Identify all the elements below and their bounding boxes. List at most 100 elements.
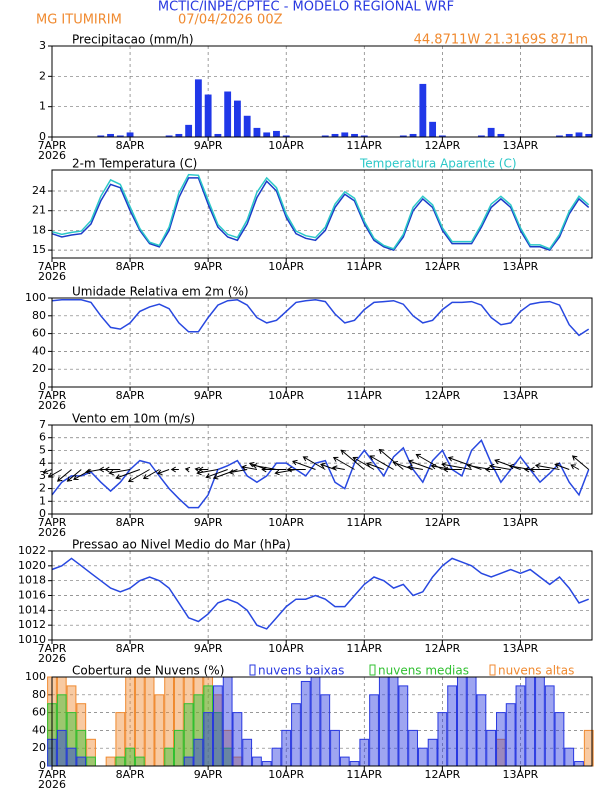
y-tick-label: 1018: [18, 574, 46, 587]
precip-bar: [214, 133, 222, 137]
cloud-bar: [544, 685, 555, 767]
cloud-bar: [56, 729, 67, 767]
cloud-bar: [86, 756, 96, 767]
wind-arrow: [407, 464, 423, 471]
precip-bar: [331, 133, 339, 137]
wind-arrow: [115, 469, 141, 480]
location: MG ITUMIRIM: [36, 13, 122, 28]
precip-bar: [234, 100, 241, 137]
cloud-bar: [359, 738, 370, 767]
cloud-bar: [213, 685, 223, 767]
wind-arrow: [241, 464, 258, 471]
wind-arrow: [170, 466, 179, 473]
legend-label: nuvens medias: [378, 664, 469, 678]
cloud-bar: [134, 756, 145, 767]
cloud-bar: [261, 761, 272, 767]
x-tick-label: 13APR: [503, 768, 539, 781]
x-tick-label: 10APR: [268, 139, 304, 152]
wind-arrow: [442, 466, 462, 473]
panel-title: Pressao ao Nivel Medio do Mar (hPa): [72, 538, 291, 552]
wind-arrow: [292, 459, 316, 470]
x-tick-label: 11APR: [346, 260, 382, 273]
x-tick-label: 9APR: [194, 516, 223, 529]
cloud-bar: [125, 747, 135, 767]
y-tick-label: 1012: [18, 618, 46, 631]
legend-label: 2-m Temperatura (C): [72, 157, 197, 171]
wind-arrow: [66, 469, 82, 482]
cloud-bar: [271, 747, 282, 767]
cloud-bar: [535, 676, 545, 767]
cloud-bar: [76, 756, 87, 767]
precip-bar: [477, 135, 485, 137]
wind-arrow: [251, 463, 277, 470]
precip-bar: [107, 133, 114, 137]
cloud-bar: [193, 738, 204, 767]
wind-arrow: [489, 463, 511, 470]
wind-arrow: [228, 469, 248, 475]
series-line: [51, 438, 590, 509]
x-year-label: 2026: [38, 149, 66, 162]
cloud-bar: [427, 738, 438, 767]
cloud-bar: [291, 703, 301, 767]
x-tick-label: 9APR: [194, 768, 223, 781]
wind-arrow: [56, 469, 72, 482]
wind-arrow: [212, 469, 238, 480]
panel-title: Cobertura de Nuvens (%): [72, 664, 224, 678]
x-tick-label: 10APR: [268, 642, 304, 655]
x-tick-label: 12APR: [424, 389, 460, 402]
y-tick-label: 1014: [18, 603, 46, 616]
cloud-bar: [105, 756, 116, 767]
y-tick-label: 60: [32, 706, 46, 719]
cloud-bar: [505, 703, 516, 767]
y-tick-label: 40: [32, 344, 46, 357]
x-tick-label: 10APR: [268, 260, 304, 273]
x-tick-label: 11APR: [346, 516, 382, 529]
cloud-bar: [339, 756, 350, 767]
x-year-label: 2026: [38, 270, 66, 283]
wind-arrow: [484, 466, 501, 473]
cloud-bar: [232, 712, 243, 767]
cloud-bar: [515, 685, 526, 767]
legend-label: nuvens baixas: [258, 664, 344, 678]
wind-arrow: [365, 461, 384, 470]
y-tick-label: 2: [39, 482, 46, 495]
wind-arrow: [261, 466, 287, 473]
precip-bar: [185, 124, 193, 137]
cloud-bar: [525, 676, 536, 767]
wind-arrow: [570, 464, 580, 470]
x-tick-label: 11APR: [346, 642, 382, 655]
y-tick-label: 80: [32, 309, 46, 322]
precip-bar: [409, 133, 417, 137]
precip-bar: [175, 133, 183, 137]
panel-frame: [51, 424, 593, 515]
wind-arrow: [494, 458, 521, 470]
legend-label: nuvens altas: [498, 664, 574, 678]
cloud-bar: [564, 747, 575, 767]
cloud-bar: [242, 738, 253, 767]
precip-bar: [253, 127, 261, 137]
precip-bar: [116, 135, 124, 137]
precip-bar: [399, 135, 407, 137]
cloud-bar: [554, 712, 565, 767]
precip-bar: [243, 115, 251, 137]
x-tick-label: 13APR: [503, 642, 539, 655]
wind-arrow: [430, 463, 453, 470]
legend-swatch: [249, 664, 256, 676]
y-tick-label: 18: [32, 223, 46, 236]
y-tick-label: 80: [32, 688, 46, 701]
wind-arrow: [534, 463, 560, 470]
x-tick-label: 11APR: [346, 389, 382, 402]
x-year-label: 2026: [38, 652, 66, 665]
wind-arrow: [73, 469, 92, 480]
x-tick-label: 10APR: [268, 389, 304, 402]
x-tick-label: 7APR: [38, 260, 67, 273]
precip-bar: [204, 94, 212, 137]
wind-arrow: [104, 466, 121, 473]
y-tick-label: 4: [39, 456, 46, 469]
cloud-bar: [574, 761, 584, 767]
wind-arrow: [369, 455, 394, 470]
wind-arrow: [529, 466, 550, 473]
y-tick-label: 21: [32, 204, 46, 217]
cloud-bar: [222, 676, 233, 767]
x-tick-label: 7APR: [38, 516, 67, 529]
